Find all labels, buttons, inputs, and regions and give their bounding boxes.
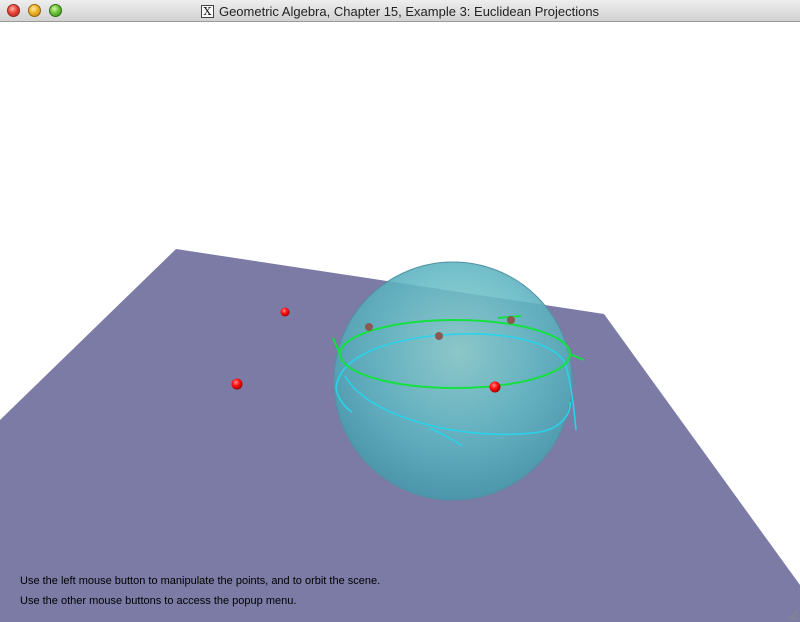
point-left-upper	[280, 307, 290, 317]
point-left-lower	[231, 378, 243, 390]
instructions-overlay: Use the left mouse button to manipulate …	[20, 571, 380, 611]
points[interactable]	[231, 307, 516, 393]
projected-point-2	[435, 332, 443, 340]
cyan-curve-tail-right	[565, 365, 577, 431]
green-tail-right	[569, 353, 585, 361]
title-container: X Geometric Algebra, Chapter 15, Example…	[0, 0, 800, 22]
cyan-curve-tail-bottom	[429, 427, 463, 447]
point-on-sphere	[489, 381, 501, 393]
cyan-projection-curves	[335, 333, 577, 447]
scene-viewport[interactable]	[0, 22, 800, 622]
x11-icon: X	[200, 4, 214, 18]
instruction-line-1: Use the left mouse button to manipulate …	[20, 575, 381, 587]
instruction-line-2: Use the other mouse buttons to access th…	[20, 595, 297, 607]
sphere[interactable]	[333, 261, 573, 501]
title-bar[interactable]: X Geometric Algebra, Chapter 15, Example…	[0, 0, 800, 22]
projected-point-1	[365, 323, 373, 331]
window-title: Geometric Algebra, Chapter 15, Example 3…	[218, 3, 600, 19]
close-button[interactable]	[7, 4, 20, 17]
zoom-button[interactable]	[49, 4, 62, 17]
projected-point-3	[507, 316, 515, 324]
cyan-curve-lower	[344, 375, 571, 436]
green-tail-left	[332, 337, 341, 355]
resize-grip-icon[interactable]	[785, 607, 799, 621]
minimize-button[interactable]	[28, 4, 41, 17]
cyan-curve-tail-left	[335, 387, 353, 413]
cyan-curve-upper	[335, 333, 567, 389]
